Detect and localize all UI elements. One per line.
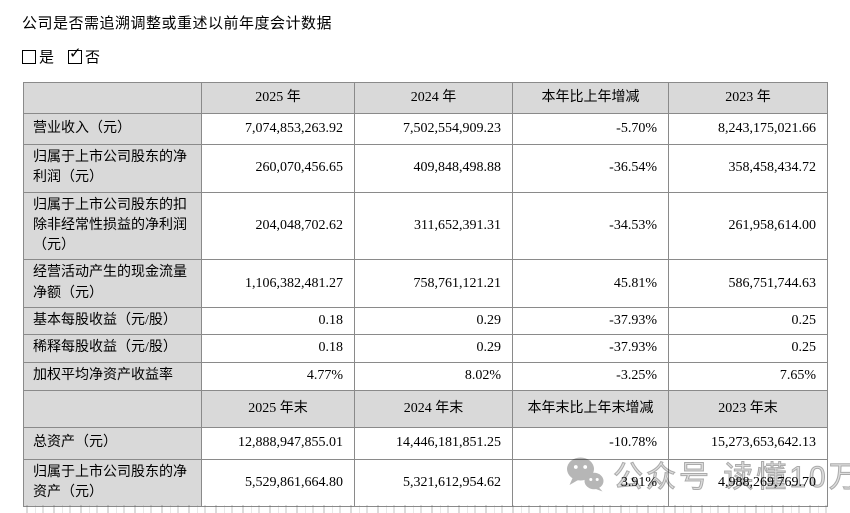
financial-summary-table: 2025 年 2024 年 本年比上年增减 2023 年 营业收入（元） 7,0… — [23, 82, 828, 508]
col-header-eop-change: 本年末比上年末增减 — [512, 389, 669, 428]
restatement-options: 是 ✓ 否 — [22, 45, 101, 67]
cell-2023: 8,243,175,021.66 — [668, 113, 828, 145]
row-basic-eps: 基本每股收益（元/股） 0.18 0.29 -37.93% 0.25 — [23, 307, 828, 336]
cell-2024: 0.29 — [354, 334, 513, 363]
row-diluted-eps: 稀释每股收益（元/股） 0.18 0.29 -37.93% 0.25 — [23, 334, 828, 363]
row-revenue: 营业收入（元） 7,074,853,263.92 7,502,554,909.2… — [23, 113, 828, 145]
cell-2023: 0.25 — [668, 307, 828, 336]
row-label: 加权平均净资产收益率 — [23, 361, 202, 391]
eop-header-row: 2025 年末 2024 年末 本年末比上年末增减 2023 年末 — [23, 389, 828, 428]
question-text: 公司是否需追溯调整或重述以前年度会计数据 — [22, 16, 333, 32]
row-label: 归属于上市公司股东的净资产（元） — [23, 458, 202, 508]
row-label: 归属于上市公司股东的扣除非经常性损益的净利润（元） — [23, 191, 202, 261]
col-header-2024-eop: 2024 年末 — [354, 389, 513, 428]
cell-2025: 7,074,853,263.92 — [201, 113, 355, 145]
cell-2024: 7,502,554,909.23 — [354, 113, 513, 145]
row-total-assets: 总资产（元） 12,888,947,855.01 14,446,181,851.… — [23, 426, 828, 460]
col-header-2023-eop: 2023 年末 — [668, 389, 828, 428]
row-label: 经营活动产生的现金流量净额（元） — [23, 259, 202, 309]
cell-2024: 0.29 — [354, 307, 513, 336]
row-deducted-net-profit: 归属于上市公司股东的扣除非经常性损益的净利润（元） 204,048,702.62… — [23, 191, 828, 261]
option-no-label: 否 — [85, 50, 101, 66]
cell-2025: 1,106,382,481.27 — [201, 259, 355, 309]
option-yes: 是 — [22, 46, 54, 67]
cell-2023: 0.25 — [668, 334, 828, 363]
cell-change: -37.93% — [512, 334, 669, 363]
cell-change: 45.81% — [512, 259, 669, 309]
cell-2025: 5,529,861,664.80 — [201, 458, 355, 508]
cell-2024: 8.02% — [354, 361, 513, 391]
cell-change: -34.53% — [512, 191, 669, 261]
clipped-bottom-text — [26, 505, 832, 513]
checkbox-no[interactable]: ✓ — [68, 45, 83, 64]
cell-change: -36.54% — [512, 144, 669, 193]
cell-change: -37.93% — [512, 307, 669, 336]
cell-change: -3.25% — [512, 361, 669, 391]
corner-cell — [23, 82, 202, 114]
cell-change: -5.70% — [512, 113, 669, 145]
col-header-2025: 2025 年 — [201, 82, 355, 114]
col-header-2024: 2024 年 — [354, 82, 513, 114]
col-header-yoy-change: 本年比上年增减 — [512, 82, 669, 114]
checkbox-yes[interactable] — [22, 49, 36, 64]
row-label: 总资产（元） — [23, 426, 202, 460]
row-net-assets: 归属于上市公司股东的净资产（元） 5,529,861,664.80 5,321,… — [23, 458, 828, 508]
cell-2024: 5,321,612,954.62 — [354, 458, 513, 508]
cell-2025: 204,048,702.62 — [201, 191, 355, 261]
period-header-row: 2025 年 2024 年 本年比上年增减 2023 年 — [23, 82, 828, 114]
row-weighted-roe: 加权平均净资产收益率 4.77% 8.02% -3.25% 7.65% — [23, 361, 828, 391]
row-label: 稀释每股收益（元/股） — [23, 334, 202, 363]
row-label: 归属于上市公司股东的净利润（元） — [23, 144, 202, 193]
cell-2023: 7.65% — [668, 361, 828, 391]
cell-2025: 4.77% — [201, 361, 355, 391]
col-header-2025-eop: 2025 年末 — [201, 389, 355, 428]
cell-2023: 4,988,269,769.70 — [668, 458, 828, 508]
check-icon: ✓ — [69, 43, 82, 62]
cell-change: -10.78% — [512, 426, 669, 460]
row-operating-cash-flow: 经营活动产生的现金流量净额（元） 1,106,382,481.27 758,76… — [23, 259, 828, 309]
option-no: ✓ 否 — [68, 45, 101, 67]
cell-2024: 311,652,391.31 — [354, 191, 513, 261]
row-label: 营业收入（元） — [23, 113, 202, 145]
row-net-profit: 归属于上市公司股东的净利润（元） 260,070,456.65 409,848,… — [23, 144, 828, 193]
cell-2024: 758,761,121.21 — [354, 259, 513, 309]
option-yes-label: 是 — [39, 50, 55, 66]
cell-2023: 358,458,434.72 — [668, 144, 828, 193]
cell-2025: 12,888,947,855.01 — [201, 426, 355, 460]
col-header-2023: 2023 年 — [668, 82, 828, 114]
cell-2025: 260,070,456.65 — [201, 144, 355, 193]
corner-cell — [23, 389, 202, 428]
cell-2023: 261,958,614.00 — [668, 191, 828, 261]
cell-2024: 409,848,498.88 — [354, 144, 513, 193]
cell-change: 3.91% — [512, 458, 669, 508]
cell-2023: 586,751,744.63 — [668, 259, 828, 309]
cell-2023: 15,273,653,642.13 — [668, 426, 828, 460]
cell-2025: 0.18 — [201, 334, 355, 363]
cell-2024: 14,446,181,851.25 — [354, 426, 513, 460]
row-label: 基本每股收益（元/股） — [23, 307, 202, 336]
cell-2025: 0.18 — [201, 307, 355, 336]
